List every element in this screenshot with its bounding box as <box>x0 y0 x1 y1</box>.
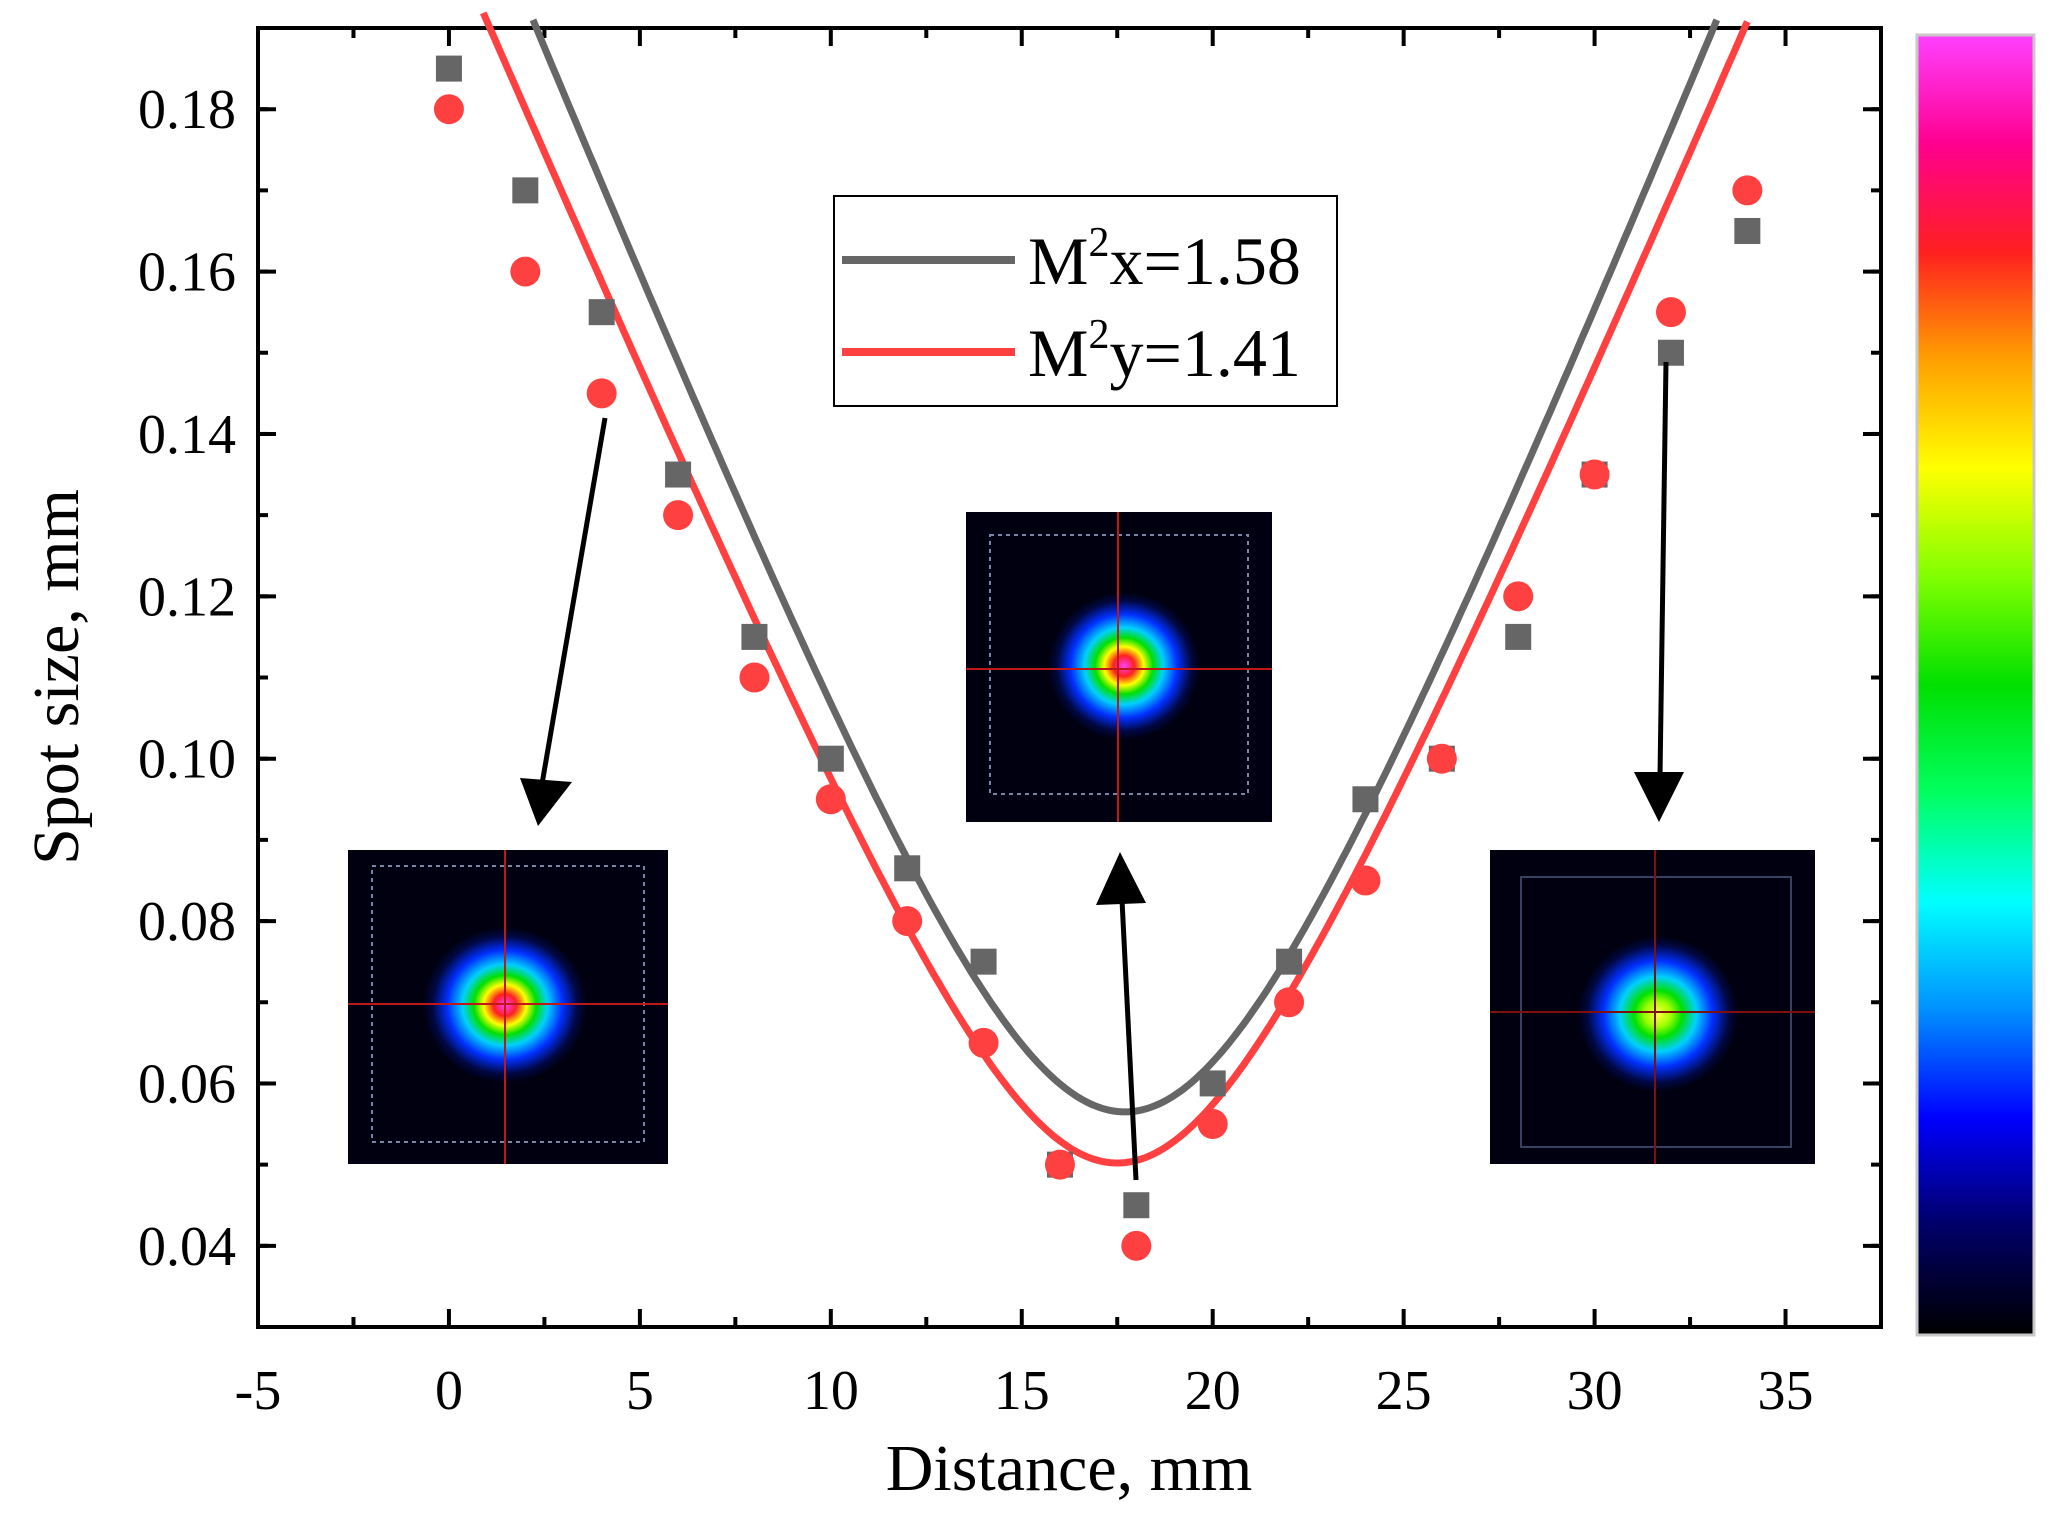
beam-profile-right <box>1490 850 1815 1164</box>
arrow-right-head <box>1634 772 1684 822</box>
data-point-my <box>1655 297 1686 328</box>
data-point-my <box>1426 743 1457 774</box>
data-point-mx <box>435 55 462 82</box>
fit-line-my <box>480 11 1751 1167</box>
data-point-mx <box>817 745 844 772</box>
data-point-my <box>433 94 464 125</box>
data-point-mx <box>970 948 997 975</box>
arrow-left-head <box>520 778 572 826</box>
x-tick-label: -5 <box>235 1360 282 1422</box>
legend-label-mx: M2x=1.58 <box>1028 220 1301 299</box>
data-point-my <box>1503 581 1534 612</box>
arrow-center-head <box>1096 852 1146 905</box>
x-tick-label: 30 <box>1567 1360 1623 1422</box>
data-point-mx <box>588 299 615 326</box>
y-tick-label: 0.14 <box>138 404 236 466</box>
axis-ticks <box>256 26 1881 1329</box>
x-tick-label: 35 <box>1758 1360 1814 1422</box>
arrow-left-shaft <box>539 417 608 785</box>
x-tick-label: 20 <box>1185 1360 1241 1422</box>
data-point-mx <box>665 461 692 488</box>
y-tick-label: 0.06 <box>138 1053 236 1115</box>
legend: M2x=1.58 M2y=1.41 <box>833 195 1338 407</box>
y-tick-labels: 0.04 0.06 0.08 0.10 0.12 0.14 0.16 0.18 <box>138 79 236 1278</box>
inset-right-spot <box>1578 936 1738 1092</box>
data-markers <box>433 55 1763 1261</box>
x-tick-label: 25 <box>1376 1360 1432 1422</box>
data-point-mx <box>1505 623 1532 650</box>
data-point-my <box>892 906 923 937</box>
data-point-my <box>1350 865 1381 896</box>
legend-box <box>833 195 1338 407</box>
x-tick-label: 10 <box>803 1360 859 1422</box>
data-point-my <box>815 784 846 815</box>
y-tick-label: 0.12 <box>138 566 236 628</box>
data-point-my <box>1044 1149 1075 1180</box>
y-axis-label: Spot size, mm <box>20 489 93 865</box>
y-tick-label: 0.16 <box>138 242 236 304</box>
y-tick-label: 0.18 <box>138 79 236 141</box>
data-point-my <box>510 256 541 287</box>
data-point-mx <box>894 855 921 882</box>
x-tick-label: 5 <box>626 1360 654 1422</box>
data-point-my <box>1732 175 1763 206</box>
data-point-mx <box>1199 1070 1226 1097</box>
x-tick-label: 15 <box>994 1360 1050 1422</box>
x-axis-label: Distance, mm <box>886 1432 1253 1505</box>
fit-lines <box>480 11 1751 1167</box>
annotation-arrows <box>520 361 1684 1181</box>
x-tick-labels: -5 0 5 10 15 20 25 30 35 <box>235 1360 1814 1422</box>
data-point-mx <box>741 623 768 650</box>
data-point-my <box>1579 459 1610 490</box>
data-point-mx <box>512 177 539 204</box>
colorbar-gradient <box>1915 33 2036 1337</box>
data-point-mx <box>1352 786 1379 813</box>
data-point-mx <box>1123 1192 1150 1219</box>
fit-line-mx <box>529 18 1721 1116</box>
data-point-my <box>1121 1230 1152 1261</box>
data-point-my <box>739 662 770 693</box>
data-point-mx <box>1734 217 1761 244</box>
data-point-my <box>586 378 617 409</box>
x-tick-label: 0 <box>435 1360 463 1422</box>
colorbar <box>1915 33 2036 1337</box>
data-point-mx <box>1657 339 1684 366</box>
arrow-right-shaft <box>1657 361 1669 777</box>
y-tick-label: 0.04 <box>138 1216 236 1278</box>
data-point-my <box>663 500 694 531</box>
beam-profile-left <box>348 850 668 1164</box>
data-point-my <box>1274 987 1305 1018</box>
data-point-my <box>968 1027 999 1058</box>
arrow-center-shaft <box>1119 899 1139 1181</box>
legend-label-my: M2y=1.41 <box>1028 312 1301 391</box>
data-point-mx <box>1276 948 1303 975</box>
y-tick-label: 0.08 <box>138 891 236 953</box>
beam-profile-center <box>966 512 1272 822</box>
data-point-my <box>1197 1109 1228 1140</box>
inset-center-spot <box>1048 592 1200 740</box>
y-tick-label: 0.10 <box>138 729 236 791</box>
